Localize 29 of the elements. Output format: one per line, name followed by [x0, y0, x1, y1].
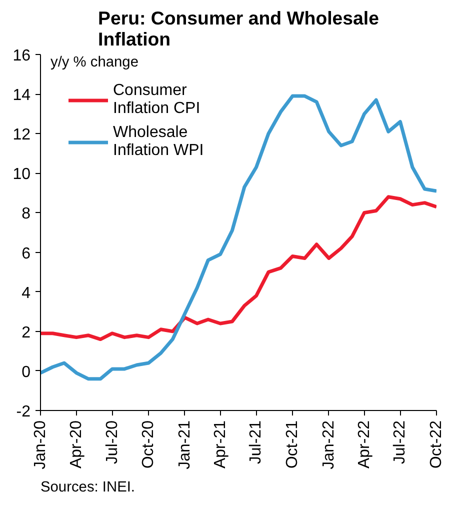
y-tick-label: 6 [22, 245, 31, 262]
x-tick-label: Jan-22 [320, 420, 338, 470]
legend-label: Wholesale Inflation WPI [113, 124, 204, 160]
x-tick-label: Apr-22 [356, 420, 373, 469]
y-tick-label: 2 [22, 324, 31, 342]
x-tick-label: Jan-21 [176, 420, 194, 470]
source-note: Sources: INEI. [40, 480, 135, 496]
y-tick-label: 12 [12, 126, 31, 144]
x-tick-label: Oct-21 [284, 420, 302, 469]
y-tick-label: 14 [12, 87, 31, 104]
x-tick-label: Apr-20 [68, 420, 85, 469]
y-tick-label: 10 [12, 166, 31, 184]
y-axis-title: y/y % change [50, 54, 138, 70]
x-tick-label: Oct-22 [428, 420, 445, 469]
y-tick-label: 16 [12, 48, 31, 64]
x-tick-label: Jan-20 [32, 420, 49, 470]
line-series [40, 94, 436, 381]
x-tick-label: Jul-20 [104, 420, 121, 464]
legend-label: Consumer Inflation CPI [113, 82, 200, 118]
x-tick-label: Oct-20 [140, 420, 158, 469]
x-tick-label: Jul-22 [392, 420, 409, 464]
x-tick-label: Jul-21 [248, 420, 265, 464]
y-tick-label: 0 [22, 364, 31, 381]
chart-title: Peru: Consumer and Wholesale Inflation [98, 8, 379, 50]
y-tick-label: 4 [22, 284, 31, 302]
line-series [40, 195, 436, 342]
x-tick-label: Apr-21 [212, 420, 229, 469]
y-tick-label: 8 [22, 206, 31, 223]
y-tick-label: -2 [16, 404, 31, 420]
